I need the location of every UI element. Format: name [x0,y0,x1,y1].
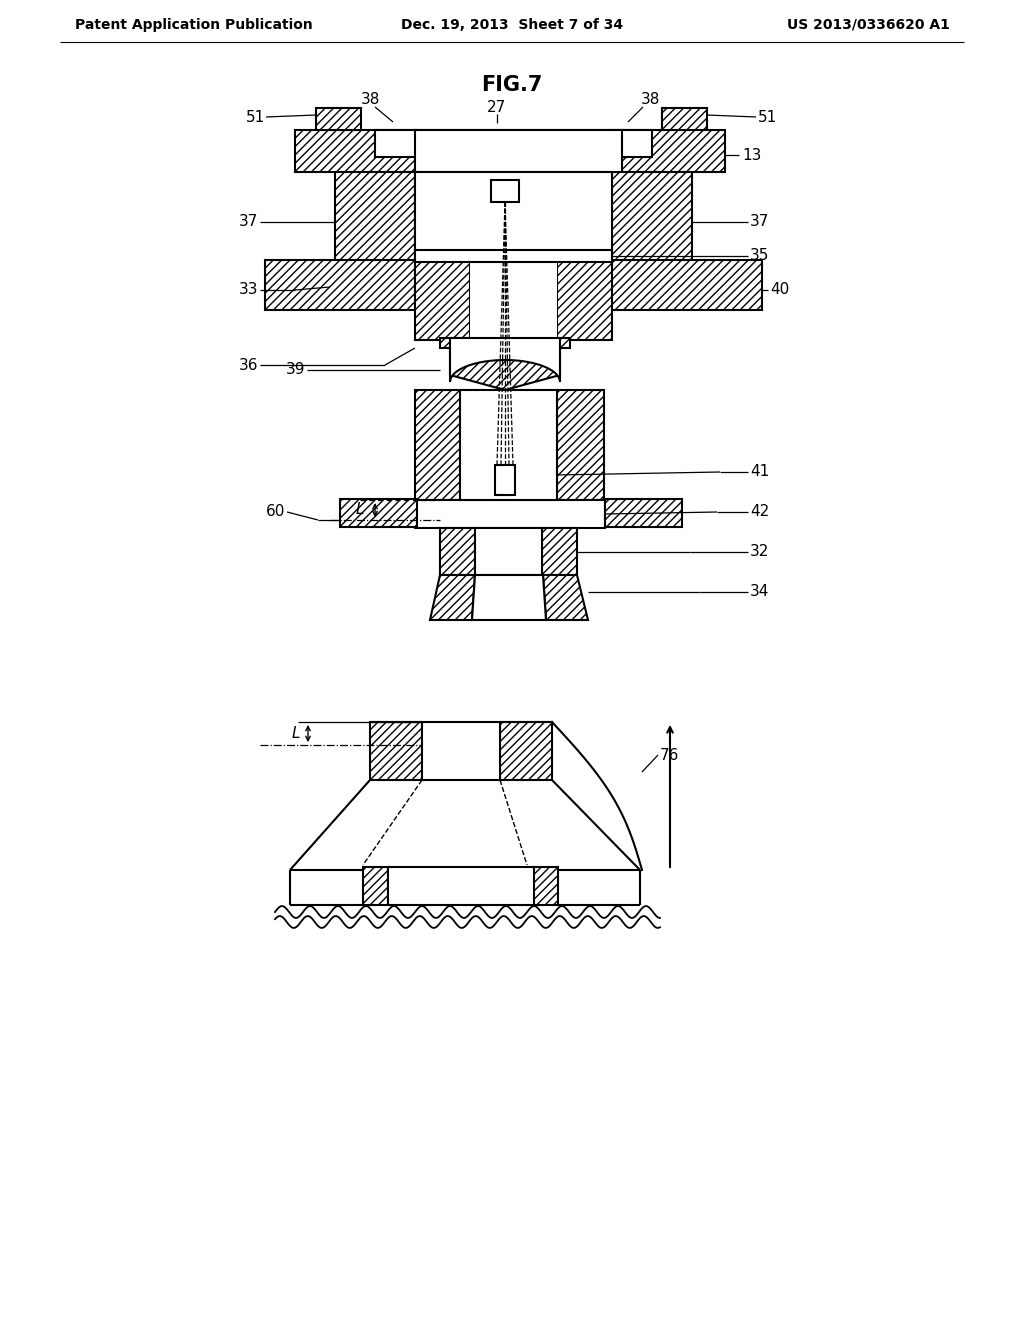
Bar [375,129,417,157]
Bar [415,129,622,172]
Bar [340,499,417,527]
Bar [415,500,605,528]
Polygon shape [472,576,546,620]
Bar [265,260,420,310]
Bar [335,172,415,261]
Bar [370,722,422,780]
Polygon shape [543,576,588,620]
Text: 35: 35 [750,248,769,264]
Bar [460,389,557,500]
Text: 38: 38 [640,92,659,107]
Bar [500,722,552,780]
Bar [295,129,725,172]
Text: 60: 60 [265,504,285,520]
Text: 41: 41 [750,465,769,479]
Text: L: L [355,503,364,517]
Bar [440,528,475,576]
Bar [415,389,462,500]
Text: L: L [292,726,300,741]
Bar [388,867,534,906]
Polygon shape [430,576,475,620]
Bar [475,528,542,576]
Bar [362,867,388,906]
Text: 76: 76 [660,747,679,763]
Bar [612,172,692,261]
Bar [415,249,612,261]
Bar [415,260,470,341]
Bar [495,465,515,495]
Text: 39: 39 [286,363,305,378]
Text: 33: 33 [239,282,258,297]
Text: 40: 40 [770,282,790,297]
Text: 38: 38 [360,92,380,107]
Bar [415,172,612,252]
Bar [557,389,604,500]
Text: 36: 36 [239,358,258,372]
Bar [605,499,682,527]
Text: 42: 42 [750,504,769,520]
Bar [316,108,361,129]
Text: Patent Application Publication: Patent Application Publication [75,18,312,32]
Text: 27: 27 [487,99,507,115]
Text: 51: 51 [246,110,265,124]
Text: 37: 37 [750,214,769,230]
Bar [422,722,500,780]
Text: 51: 51 [758,110,777,124]
Bar [534,867,558,906]
Text: FIG.7: FIG.7 [481,75,543,95]
Bar [610,129,652,157]
Bar [490,180,519,202]
Polygon shape [440,338,570,389]
Text: 37: 37 [239,214,258,230]
Text: Dec. 19, 2013  Sheet 7 of 34: Dec. 19, 2013 Sheet 7 of 34 [401,18,623,32]
Polygon shape [450,338,560,381]
Bar [542,528,577,576]
Bar [470,260,557,341]
Text: 13: 13 [742,148,762,162]
Bar [557,260,612,341]
Text: 32: 32 [750,544,769,560]
Bar [662,108,707,129]
Text: 34: 34 [750,585,769,599]
Text: US 2013/0336620 A1: US 2013/0336620 A1 [787,18,950,32]
Bar [607,260,762,310]
